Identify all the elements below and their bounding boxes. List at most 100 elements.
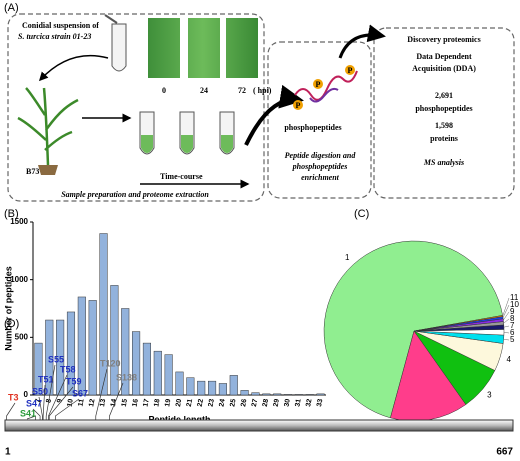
- count-value: 2,691: [435, 91, 453, 100]
- tube: [111, 23, 127, 72]
- panel-label: (B): [4, 208, 19, 220]
- sequence-end: 667: [496, 447, 513, 458]
- x-tick-label: 28: [262, 398, 270, 407]
- bar: [175, 371, 184, 396]
- slice-label: 8: [510, 314, 515, 323]
- box: [7, 13, 265, 202]
- site-line: [32, 408, 41, 420]
- x-tick-label: 31: [294, 398, 302, 407]
- x-tick-label: 14: [110, 398, 118, 407]
- bar: [66, 311, 76, 396]
- leader-line: [502, 304, 510, 318]
- y-tick-label: 1500: [10, 217, 28, 226]
- x-tick-label: 21: [186, 398, 194, 407]
- x-tick-label: 33: [316, 398, 324, 407]
- bar: [186, 377, 195, 396]
- bar: [88, 300, 97, 396]
- bar: [142, 342, 151, 396]
- phospho-icon: [293, 100, 303, 110]
- arrow: [244, 84, 304, 146]
- phospho-icon: [345, 65, 355, 75]
- leaf: [148, 18, 258, 78]
- time-unit: ( hpi): [253, 86, 272, 95]
- pipette: [104, 14, 118, 24]
- phospho-symbol: P: [296, 101, 301, 110]
- pot: [38, 165, 58, 175]
- inoculum-text: S. turcica strain 01-23: [18, 32, 91, 41]
- bar: [110, 285, 119, 396]
- site-line: [26, 415, 36, 420]
- panel-a: Conidial suspension of S. turcica strain…: [7, 13, 515, 202]
- x-tick-label: 13: [99, 398, 107, 407]
- x-axis-label: Peptide length: [148, 414, 210, 424]
- leader-line: [503, 332, 510, 334]
- pie-slice: [413, 315, 504, 332]
- bar: [99, 233, 108, 396]
- count-label: phosphopeptides: [415, 104, 472, 113]
- x-tick-label: 18: [153, 398, 161, 407]
- box3-method: Acquisition (DDA): [412, 64, 476, 73]
- plant: [17, 87, 79, 166]
- x-tick-label: 11: [77, 398, 85, 407]
- bar: [77, 296, 86, 396]
- host-label: B73: [26, 167, 39, 176]
- site-label: S138: [116, 372, 137, 382]
- slice-label: 10: [510, 300, 519, 309]
- box3-method: Data Dependent: [416, 52, 472, 61]
- y-tick-label: 500: [15, 332, 29, 341]
- slice-label: 1: [345, 253, 350, 262]
- bar: [294, 394, 303, 396]
- site-line: [54, 398, 80, 420]
- site-label: S41: [20, 408, 36, 418]
- site-line: [48, 374, 68, 420]
- bar: [316, 393, 325, 396]
- site-line: [95, 368, 108, 420]
- phospho-icon: [313, 79, 323, 89]
- phospho-symbol: P: [348, 66, 353, 75]
- slice-label: 9: [510, 307, 515, 316]
- x-tick-label: 15: [121, 398, 129, 407]
- bar: [153, 350, 162, 396]
- slice-label: 7: [510, 321, 515, 330]
- peptide: [309, 87, 339, 103]
- time-course-label: Time-course: [160, 172, 203, 181]
- leader-line: [502, 297, 510, 317]
- leader-line: [503, 318, 510, 324]
- box-title: phosphopeptides: [292, 162, 348, 171]
- leader-line: [503, 311, 510, 321]
- bar: [34, 342, 43, 396]
- y-tick-label: 1000: [10, 275, 28, 284]
- site-line: [6, 402, 16, 420]
- site-line: [45, 364, 56, 420]
- box3-footer: MS analysis: [423, 158, 464, 167]
- x-tick-label: 7: [35, 398, 43, 403]
- site-line: [109, 382, 124, 420]
- x-tick-label: 30: [284, 398, 292, 407]
- x-tick-label: 22: [197, 398, 205, 407]
- slice-label: 4: [506, 355, 511, 364]
- site-label: T59: [66, 376, 82, 386]
- bar: [218, 383, 227, 396]
- site-label: T51: [38, 374, 54, 384]
- inoculum-text: Conidial suspension of: [22, 21, 99, 30]
- tubes: [139, 111, 235, 155]
- arrow: [38, 54, 109, 82]
- arrow: [338, 24, 386, 59]
- x-tick-label: 17: [142, 398, 150, 407]
- x-tick-label: 29: [273, 398, 281, 407]
- bar: [229, 375, 238, 396]
- slice-label: 3: [487, 390, 492, 399]
- count-label: proteins: [430, 134, 458, 143]
- bar: [132, 331, 141, 396]
- slice-label: 11: [510, 293, 519, 302]
- box-title: Sample preparation and proteome extracti…: [61, 190, 209, 199]
- bar: [240, 390, 249, 396]
- x-tick-label: 8: [45, 398, 53, 403]
- site-line: [48, 386, 74, 420]
- x-tick-label: 27: [251, 398, 259, 407]
- box-title: enrichment: [301, 173, 340, 182]
- site-label: T58: [60, 364, 76, 374]
- x-tick-label: 23: [208, 398, 216, 407]
- panel-label: (C): [354, 208, 369, 220]
- site-label: S55: [48, 354, 64, 364]
